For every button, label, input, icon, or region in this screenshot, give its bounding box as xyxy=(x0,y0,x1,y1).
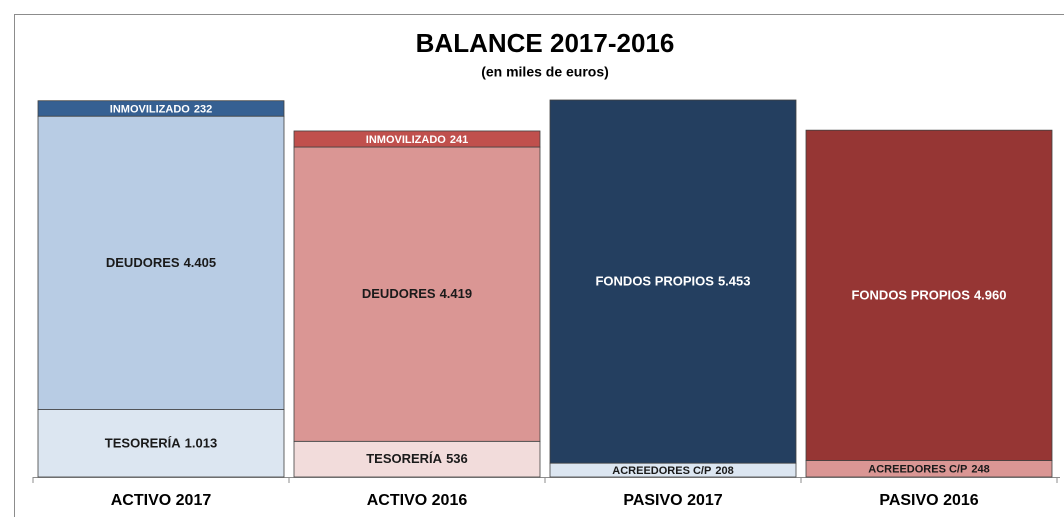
segment-name: INMOVILIZADO xyxy=(366,134,446,146)
segment-value: 208 xyxy=(715,465,733,477)
segment-label: TESORERÍA 536 xyxy=(366,452,468,467)
chart-title: BALANCE 2017-2016 xyxy=(416,28,675,58)
bar-segment xyxy=(37,115,285,410)
bar-segment xyxy=(549,99,797,464)
segment-name: TESORERÍA xyxy=(366,452,442,467)
x-tick-label: PASIVO 2017 xyxy=(623,492,722,509)
segment-name: FONDOS PROPIOS xyxy=(595,274,714,289)
bar-segment xyxy=(37,409,285,478)
segment-label: DEUDORES 4.419 xyxy=(362,287,472,302)
bar-segment xyxy=(805,129,1053,461)
segment-label: ACREEDORES C/P 248 xyxy=(868,464,989,476)
segment-label: TESORERÍA 1.013 xyxy=(105,436,217,451)
segment-name: DEUDORES xyxy=(362,287,436,302)
segment-name: DEUDORES xyxy=(106,255,180,270)
x-tick-label: ACTIVO 2017 xyxy=(111,492,212,509)
segment-value: 4.419 xyxy=(440,287,473,302)
bar-segment xyxy=(293,440,541,478)
segment-value: 248 xyxy=(971,464,989,476)
segment-value: 536 xyxy=(446,452,468,467)
segment-label: INMOVILIZADO 241 xyxy=(366,134,468,146)
chart-subtitle: (en miles de euros) xyxy=(481,64,609,80)
segment-name: ACREEDORES C/P xyxy=(868,464,967,476)
x-tick-label: PASIVO 2016 xyxy=(879,492,978,509)
segment-value: 232 xyxy=(194,103,212,115)
segment-name: FONDOS PROPIOS xyxy=(851,288,970,303)
segment-value: 1.013 xyxy=(185,436,218,451)
segment-value: 5.453 xyxy=(718,274,751,289)
segment-name: INMOVILIZADO xyxy=(110,103,190,115)
segment-label: INMOVILIZADO 232 xyxy=(110,103,212,115)
bar-segment xyxy=(37,100,285,117)
segment-label: DEUDORES 4.405 xyxy=(106,255,216,270)
x-tick-label: ACTIVO 2016 xyxy=(367,492,468,509)
bar-segment xyxy=(293,130,541,148)
segment-name: TESORERÍA xyxy=(105,436,181,451)
segment-name: ACREEDORES C/P xyxy=(612,465,711,477)
segment-value: 4.405 xyxy=(184,255,217,270)
segment-value: 241 xyxy=(450,134,468,146)
segment-value: 4.960 xyxy=(974,288,1007,303)
segment-label: FONDOS PROPIOS 4.960 xyxy=(851,288,1006,303)
bar-segment xyxy=(293,146,541,442)
segment-label: FONDOS PROPIOS 5.453 xyxy=(595,274,750,289)
segment-label: ACREEDORES C/P 208 xyxy=(612,465,733,477)
